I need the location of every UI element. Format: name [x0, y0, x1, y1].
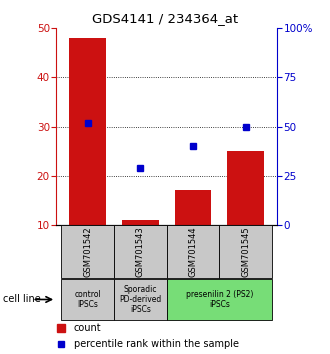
- Text: percentile rank within the sample: percentile rank within the sample: [74, 339, 239, 349]
- Text: cell line: cell line: [3, 295, 41, 304]
- Bar: [114, 279, 167, 320]
- Bar: [175, 190, 212, 274]
- Text: GSM701545: GSM701545: [241, 226, 250, 277]
- Text: presenilin 2 (PS2)
iPSCs: presenilin 2 (PS2) iPSCs: [185, 290, 253, 309]
- Bar: [219, 225, 272, 278]
- Bar: [167, 279, 272, 320]
- Bar: [69, 38, 106, 274]
- Text: GDS4141 / 234364_at: GDS4141 / 234364_at: [92, 12, 238, 25]
- Text: GSM701543: GSM701543: [136, 226, 145, 277]
- Bar: [167, 225, 219, 278]
- Text: count: count: [74, 323, 101, 333]
- Bar: [61, 225, 114, 278]
- Bar: [122, 220, 159, 274]
- Text: GSM701542: GSM701542: [83, 226, 92, 277]
- Bar: [114, 225, 167, 278]
- Bar: [61, 279, 114, 320]
- Text: GSM701544: GSM701544: [188, 226, 197, 277]
- Bar: [227, 151, 264, 274]
- Text: control
IPSCs: control IPSCs: [74, 290, 101, 309]
- Text: Sporadic
PD-derived
iPSCs: Sporadic PD-derived iPSCs: [119, 285, 161, 314]
